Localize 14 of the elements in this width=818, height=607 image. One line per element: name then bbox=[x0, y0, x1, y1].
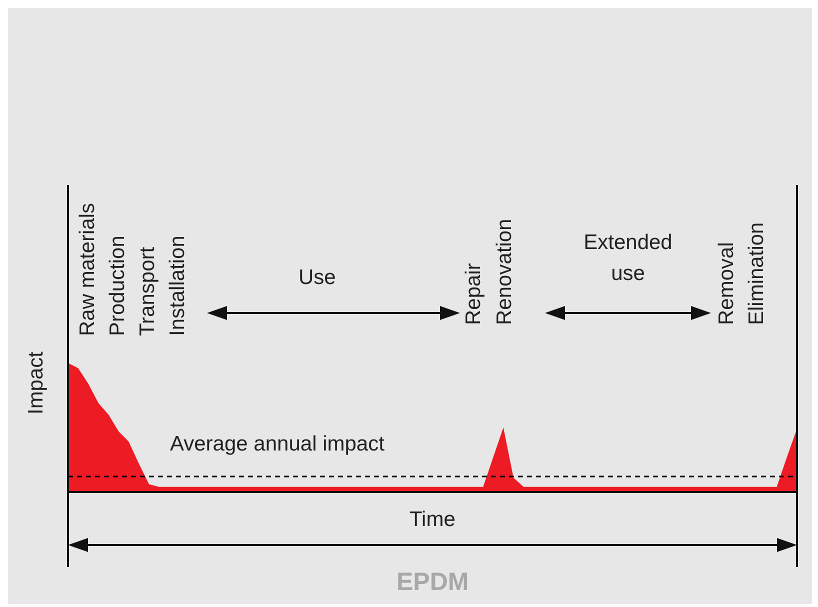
text: Renovation bbox=[493, 218, 517, 325]
text: Elimination bbox=[745, 222, 769, 325]
text: Transport bbox=[136, 246, 160, 336]
text: Extended use bbox=[582, 230, 674, 287]
x-axis-title: Time bbox=[410, 508, 456, 532]
ref-line-label: Average annual impact bbox=[170, 432, 385, 456]
text: Installation bbox=[166, 236, 190, 336]
text: EPDM bbox=[396, 568, 469, 596]
text: Use bbox=[298, 266, 336, 290]
text: Removal bbox=[715, 242, 739, 325]
text: Repair bbox=[462, 263, 486, 325]
y-axis-title: Impact bbox=[24, 351, 48, 415]
text: Production bbox=[106, 236, 130, 336]
text: Raw materials bbox=[76, 202, 100, 336]
